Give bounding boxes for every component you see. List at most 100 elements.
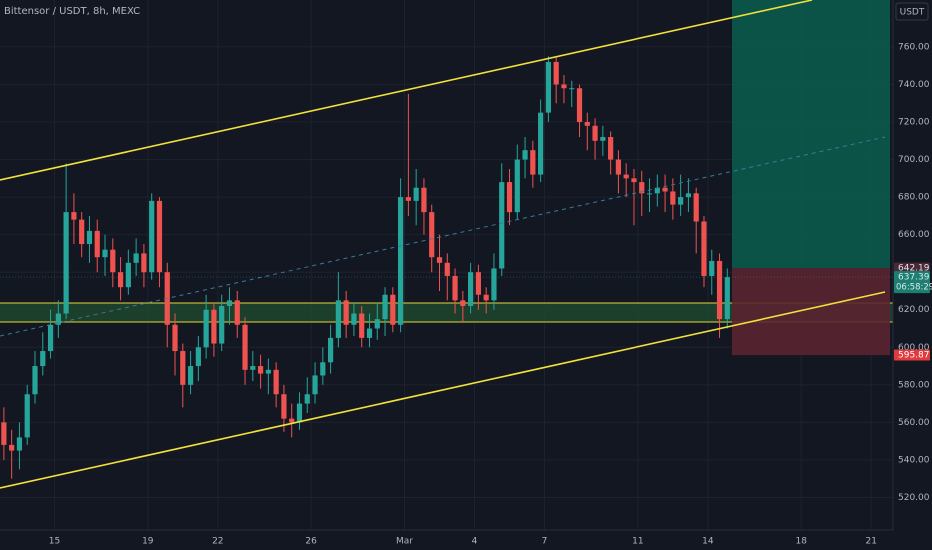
candle-body (320, 362, 326, 376)
candle-body (273, 369, 279, 395)
candle-body (538, 112, 544, 175)
currency-label: USDT (900, 8, 925, 18)
candle-body (444, 262, 450, 276)
x-tick-label: 21 (865, 537, 876, 547)
candle-body (685, 193, 692, 198)
candle-body (55, 313, 61, 325)
risk-zone (732, 268, 890, 356)
candle-body (40, 351, 46, 367)
currency-box (895, 2, 929, 21)
candle-body (16, 437, 23, 451)
candle-body (716, 260, 723, 320)
candle-body (374, 319, 380, 329)
candle-body (281, 394, 287, 419)
reward-zone (732, 0, 890, 269)
candle-body (436, 257, 443, 263)
candle-body (452, 275, 458, 301)
candle-body (359, 313, 365, 338)
candle-body (468, 272, 474, 306)
price-tag (894, 271, 930, 294)
candle-body (429, 212, 435, 258)
candle-body (460, 300, 466, 306)
price-tag-label: 642.19 (898, 264, 930, 274)
candle-body (678, 197, 684, 205)
candle-body (203, 309, 209, 348)
candle-body (242, 324, 248, 370)
y-tick-label: 680.00 (898, 193, 930, 203)
candle-body (390, 294, 396, 325)
x-tick-label: 4 (472, 537, 478, 547)
y-tick-label: 660.00 (898, 230, 930, 240)
candle-body (86, 230, 93, 245)
y-tick-label: 760.00 (898, 42, 930, 52)
candle-body (522, 150, 528, 160)
candle-body (405, 197, 411, 201)
y-tick-label: 740.00 (898, 80, 930, 90)
candle-body (561, 84, 567, 89)
candle-body (234, 300, 240, 325)
candle-body (187, 366, 194, 385)
candle-body (133, 253, 139, 263)
y-tick-label: 600.00 (898, 343, 930, 353)
candle-body (421, 187, 427, 213)
price-tag-label: 595.87 (898, 351, 930, 361)
candle-body (149, 200, 155, 273)
candle-body (701, 221, 707, 276)
candle-body (483, 294, 489, 301)
chart-title: Bittensor / USDT, 8h, MEXC (4, 6, 140, 17)
candle-body (600, 137, 606, 141)
candle-body (499, 182, 505, 269)
candle-body (615, 159, 622, 175)
candle-body (475, 272, 481, 295)
candle-body (724, 277, 730, 320)
candle-body (180, 351, 186, 385)
position-layer (0, 0, 893, 356)
candle-body (289, 418, 295, 423)
y-tick-label: 560.00 (898, 418, 930, 428)
candle-body (211, 309, 217, 344)
candle-body (491, 268, 497, 301)
candle-body (9, 444, 15, 451)
price-tag (894, 262, 930, 274)
candle-body (514, 159, 520, 213)
candle-body (592, 125, 598, 141)
candle-body (24, 394, 30, 438)
candle-body (296, 403, 303, 423)
y-tick-label: 720.00 (898, 118, 930, 128)
candle-body (156, 200, 163, 273)
countdown-label: 06:58:29 (896, 283, 932, 293)
price-tag (894, 349, 930, 361)
candle-layer (1, 56, 730, 479)
candle-body (1, 422, 7, 445)
x-tick-label: Mar (396, 537, 413, 547)
candle-body (576, 88, 583, 123)
price-tag-label: 637.39 (898, 273, 930, 283)
y-tick-label: 620.00 (898, 305, 930, 315)
candle-body (654, 187, 660, 194)
candle-body (79, 219, 85, 245)
candle-body (304, 394, 310, 404)
candle-body (110, 249, 116, 273)
candle-body (195, 347, 201, 367)
candle-body (646, 193, 653, 195)
candle-body (351, 313, 357, 325)
candle-body (71, 212, 77, 220)
candle-body (366, 328, 373, 338)
candle-body (32, 366, 38, 395)
channel-lower (0, 291, 886, 489)
candle-body (382, 294, 388, 320)
channel-mid (0, 136, 886, 337)
candle-body (709, 260, 715, 276)
candle-body (569, 88, 575, 90)
candle-body (670, 191, 676, 205)
candle-body (631, 178, 637, 183)
x-tick-label: 22 (212, 537, 223, 547)
candle-body (117, 272, 124, 288)
candle-body (639, 182, 645, 194)
candle-body (335, 300, 341, 338)
y-tick-label: 520.00 (898, 493, 930, 503)
candle-body (172, 324, 178, 352)
candle-body (413, 187, 419, 201)
candle-body (141, 253, 147, 273)
